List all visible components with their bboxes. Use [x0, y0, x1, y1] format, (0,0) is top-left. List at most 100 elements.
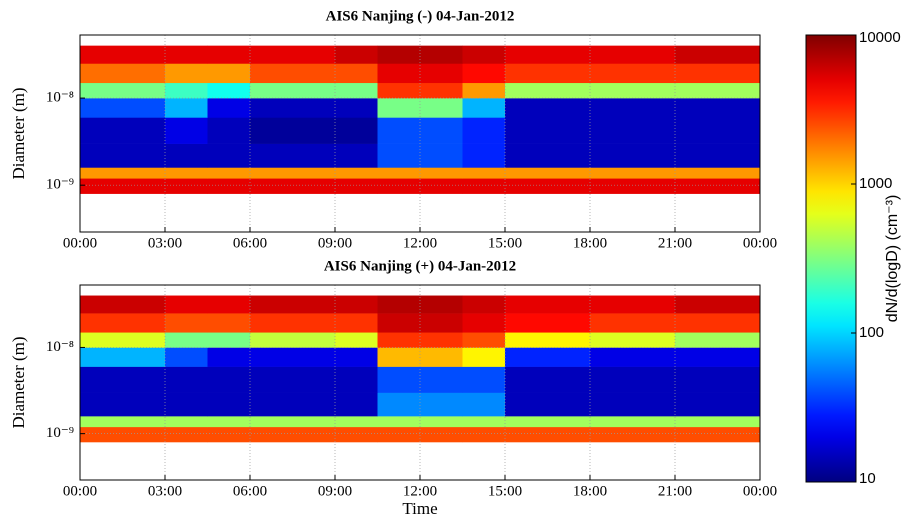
heat-cell	[505, 45, 591, 64]
heat-cell	[335, 313, 378, 333]
heat-cell	[165, 295, 208, 314]
y-tick-label: 10⁻⁹	[46, 425, 74, 441]
heat-cell	[675, 366, 761, 393]
heat-cell	[250, 178, 336, 194]
heat-cell	[207, 313, 251, 333]
heat-cell	[165, 392, 208, 417]
heat-cell	[505, 178, 591, 194]
heat-cell	[590, 143, 676, 168]
heat-cell	[377, 426, 463, 443]
heat-cell	[377, 63, 463, 84]
heat-cell	[165, 117, 208, 144]
heat-cell	[80, 117, 166, 144]
heat-cell	[590, 45, 676, 64]
x-tick-label: 12:00	[403, 235, 437, 251]
heat-cell	[207, 98, 251, 118]
heat-cell	[462, 416, 506, 428]
x-tick-label: 12:00	[403, 483, 437, 499]
heat-cell	[462, 332, 506, 348]
heat-cell	[675, 45, 761, 64]
x-tick-label: 15:00	[488, 483, 522, 499]
heat-cell	[80, 295, 166, 314]
heat-cell	[505, 63, 591, 84]
heat-cell	[462, 45, 506, 64]
heat-cell	[462, 117, 506, 144]
heat-cell	[377, 313, 463, 333]
heat-cell	[207, 167, 251, 179]
heat-cell	[207, 426, 251, 443]
heat-cell	[165, 366, 208, 393]
plot-frame	[79, 284, 761, 481]
heat-cell	[590, 416, 676, 428]
heat-cell	[80, 167, 166, 179]
colorbar-tick-label: 10000	[859, 29, 901, 46]
heat-cell	[80, 82, 166, 99]
heat-cell	[335, 392, 378, 417]
heat-cell	[165, 98, 208, 118]
heat-cell	[165, 167, 208, 179]
x-tick-label: 06:00	[233, 483, 267, 499]
heat-cell	[675, 392, 761, 417]
heat-cell	[675, 332, 761, 348]
heat-cell	[80, 45, 166, 64]
heat-cell	[462, 426, 506, 443]
heat-cell	[165, 143, 208, 168]
heat-cell	[590, 366, 676, 393]
heat-cell	[462, 82, 506, 99]
heat-cell	[250, 392, 336, 417]
heat-cell	[462, 392, 506, 417]
heat-cell	[250, 63, 336, 84]
heat-cell	[80, 143, 166, 168]
heat-cell	[80, 63, 166, 84]
heat-cell	[675, 347, 761, 367]
heat-cell	[505, 366, 591, 393]
heat-cell	[377, 295, 463, 314]
x-tick-label: 06:00	[233, 235, 267, 251]
x-tick-label: 03:00	[148, 483, 182, 499]
heat-cell	[165, 45, 208, 64]
heat-cell	[80, 347, 166, 367]
x-tick-label: 00:00	[63, 483, 97, 499]
heat-cell	[675, 178, 761, 194]
heat-cell	[207, 178, 251, 194]
heat-cell	[590, 98, 676, 118]
x-tick-label: 18:00	[573, 483, 607, 499]
heat-cell	[675, 426, 761, 443]
heat-cell	[207, 366, 251, 393]
heat-cell	[207, 295, 251, 314]
heat-cell	[250, 98, 336, 118]
heat-cell	[250, 366, 336, 393]
x-tick-label: 15:00	[488, 235, 522, 251]
heat-cell	[590, 426, 676, 443]
x-tick-label: 21:00	[658, 235, 692, 251]
heat-cell	[675, 117, 761, 144]
heat-cell	[462, 178, 506, 194]
heat-cell	[377, 416, 463, 428]
heat-cell	[675, 295, 761, 314]
y-tick-label: 10⁻⁸	[46, 339, 74, 355]
heat-cell	[377, 82, 463, 99]
heat-cell	[505, 426, 591, 443]
colorbar-gradient	[805, 34, 857, 483]
x-tick-label: 00:00	[743, 235, 777, 251]
heat-cell	[335, 143, 378, 168]
heat-cell	[377, 392, 463, 417]
heat-cell	[505, 295, 591, 314]
heat-cell	[335, 295, 378, 314]
heat-cell	[377, 167, 463, 179]
y-tick-label: 10⁻⁹	[46, 177, 74, 193]
x-axis-label: Time	[402, 499, 437, 518]
heat-cell	[590, 392, 676, 417]
heat-cell	[675, 98, 761, 118]
heat-cell	[207, 117, 251, 144]
y-tick-label: 10⁻⁸	[46, 90, 74, 106]
heat-cell	[505, 117, 591, 144]
heat-cell	[335, 98, 378, 118]
heat-cell	[165, 332, 208, 348]
heat-cell	[207, 143, 251, 168]
x-tick-label: 09:00	[318, 235, 352, 251]
heat-cell	[250, 143, 336, 168]
heat-cell	[505, 332, 591, 348]
x-tick-label: 18:00	[573, 235, 607, 251]
heat-cell	[462, 143, 506, 168]
